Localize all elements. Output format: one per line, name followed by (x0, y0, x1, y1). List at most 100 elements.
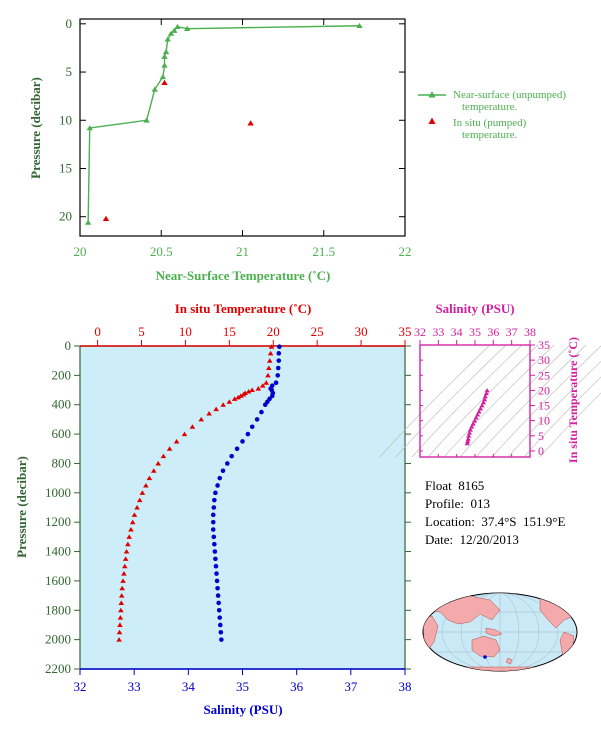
density-contour (523, 376, 601, 458)
salinity-point (215, 585, 220, 591)
temperature-point (266, 365, 272, 371)
salinity-tick-label: 34 (182, 679, 196, 694)
salinity-point (245, 431, 251, 437)
salinity-point (217, 622, 223, 628)
salinity-axis-ticks: 32 33 34 35 36 37 38 (74, 669, 412, 694)
salinity-point (210, 519, 216, 525)
pressure-tick-label: 400 (52, 397, 72, 412)
salinity-point (215, 483, 220, 488)
salinity-tick-label: 38 (399, 679, 412, 694)
salinity-point (259, 409, 264, 415)
pressure-tick-label: 2200 (45, 661, 71, 676)
ts-point (479, 403, 485, 408)
unpumped-temperature-point (171, 27, 178, 33)
ts-point (474, 412, 481, 417)
pressure-axis-ticks: 0 200 400 600 800 1000 1200 1400 1600 1800 2000 220… (45, 338, 411, 676)
float-location-map (422, 592, 578, 672)
legend-unpumped-label-line1: Near-surface (unpumped) (453, 89, 566, 101)
temperature-point (189, 424, 196, 429)
pumped-temperature-point (247, 120, 254, 126)
pressure-tick-label: 1600 (45, 573, 71, 588)
x-tick-label: 22 (399, 244, 412, 259)
salinity-point (254, 417, 260, 422)
temperature-tick-label: 25 (311, 324, 324, 339)
ts-point (480, 400, 487, 405)
y-tick-label: 0 (66, 16, 73, 31)
salinity-axis-label: Salinity (PSU) (203, 702, 282, 717)
ts-salinity-ticks: 32 33 34 35 36 37 38 (414, 325, 536, 457)
ts-y-tick-label: 30 (538, 353, 550, 367)
temperature-point (146, 475, 153, 481)
temperature-point (240, 391, 247, 397)
ts-point (483, 391, 489, 396)
salinity-point (220, 468, 226, 474)
near-surface-series (84, 22, 363, 225)
salinity-point (214, 571, 219, 576)
float-location: Location: 37.4°S 151.9°E (425, 514, 566, 529)
salinity-point (216, 600, 221, 606)
ts-point (484, 388, 490, 393)
ts-point (481, 397, 488, 402)
legend-unpumped-label-line2: temperature. (462, 101, 518, 113)
salinity-tick-label: 36 (290, 679, 304, 694)
ts-x-tick-label: 35 (469, 325, 481, 339)
salinity-point (215, 593, 221, 598)
ts-point (473, 415, 479, 420)
pressure-axis-label: Pressure (decibar) (14, 456, 29, 558)
salinity-point (269, 393, 275, 399)
salinity-point (262, 402, 268, 408)
temperature-point (181, 431, 188, 437)
map-land-antarctica (423, 666, 577, 671)
salinity-profile-series (210, 344, 282, 642)
temperature-point (117, 622, 123, 627)
salinity-point (210, 512, 216, 518)
unpumped-temperature-point (143, 117, 150, 123)
pressure-tick-label: 600 (52, 426, 72, 441)
temperature-point (255, 386, 262, 391)
near-surface-y-ticks: 0 5 10 15 20 (59, 16, 405, 224)
legend-unpumped-marker (428, 91, 436, 98)
salinity-point (214, 578, 220, 584)
temperature-point (129, 519, 136, 525)
pressure-tick-label: 1800 (45, 602, 71, 617)
salinity-tick-label: 37 (344, 679, 358, 694)
x-tick-label: 20 (74, 244, 87, 259)
ts-x-tick-label: 38 (524, 325, 536, 339)
salinity-point (212, 497, 217, 503)
near-surface-x-ticks: 20 20.5 21 21.5 22 (74, 19, 412, 259)
salinity-point (275, 365, 281, 371)
map-land-australia (471, 635, 501, 658)
temperature-point (118, 607, 124, 613)
temperature-point (121, 571, 127, 576)
temperature-tick-label: 10 (179, 324, 192, 339)
salinity-point (219, 637, 224, 642)
density-contour (427, 344, 539, 458)
salinity-point (213, 563, 219, 569)
temperature-point (123, 549, 130, 554)
legend-pumped-marker (428, 117, 436, 124)
temperature-profile-series (116, 344, 275, 642)
temperature-point (120, 578, 126, 583)
salinity-point (211, 505, 217, 510)
temperature-point (136, 497, 143, 503)
ts-x-tick-label: 36 (487, 325, 499, 339)
salinity-point (234, 446, 240, 452)
temperature-point (139, 490, 146, 495)
near-surface-legend: Near-surface (unpumped) temperature. In … (418, 89, 566, 141)
salinity-tick-label: 32 (74, 679, 87, 694)
salinity-point (217, 475, 223, 481)
temperature-tick-label: 30 (355, 324, 368, 339)
unpumped-temperature-point (151, 86, 158, 92)
temperature-point (206, 411, 212, 416)
near-surface-y-axis-label: Pressure (decibar) (28, 77, 43, 179)
temperature-point (237, 393, 244, 398)
temperature-point (119, 585, 125, 591)
ts-point (465, 436, 471, 441)
salinity-point (210, 527, 216, 532)
temperature-tick-label: 15 (223, 324, 236, 339)
salinity-point (212, 541, 217, 547)
unpumped-temperature-point (356, 22, 363, 29)
unpumped-temperature-point (184, 25, 191, 31)
temperature-tick-label: 20 (267, 324, 280, 339)
